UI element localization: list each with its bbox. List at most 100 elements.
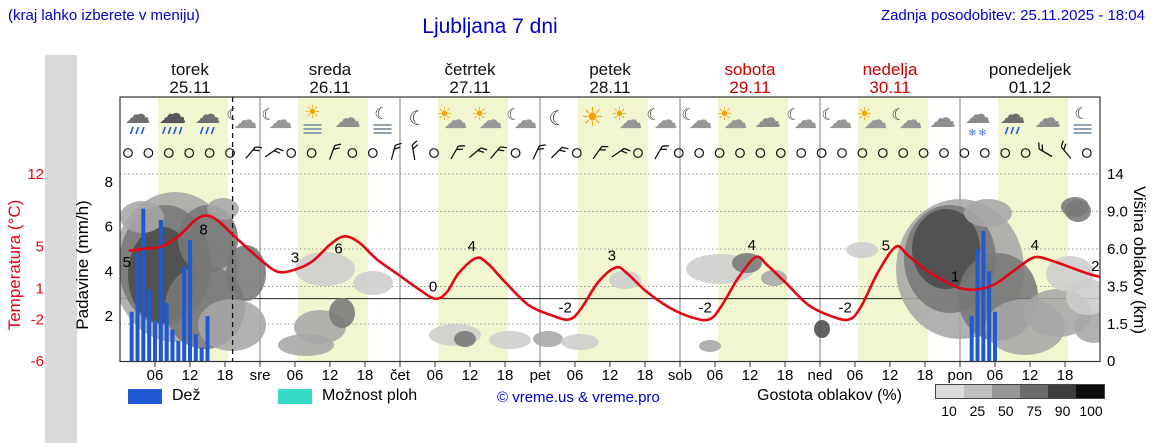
temp-axis-tick: 1 (36, 280, 44, 297)
cloud-area (846, 242, 878, 258)
temperature-label: 1 (951, 268, 959, 285)
cloud-area (814, 320, 830, 338)
temperature-label: 8 (199, 222, 207, 239)
temp-axis-tick: 5 (36, 239, 44, 256)
rain-bar (153, 320, 157, 361)
snowflake-icon: ❄ (968, 128, 976, 139)
cloud-icon: ☁ (724, 106, 748, 134)
day-name-label: torek (171, 60, 209, 79)
day-date-label: 26.11 (309, 78, 350, 97)
temperature-label: 6 (334, 240, 342, 257)
raindrop-icon (210, 126, 215, 135)
day-name-label: sreda (309, 60, 352, 79)
line (334, 143, 342, 147)
wind-calm-icon (306, 148, 317, 158)
x-axis-day-abbr: čet (390, 367, 411, 384)
cloud-area (329, 298, 355, 328)
line (561, 146, 569, 150)
line (480, 147, 488, 151)
location-hint-text: (kraj lahko izberete v meniju) (8, 7, 200, 24)
wind-barb-icon (611, 147, 631, 158)
wind-barb-icon (390, 142, 402, 160)
temperature-label: -2 (698, 299, 711, 316)
wind-calm-icon (510, 148, 521, 158)
temperature-label: 5 (882, 238, 890, 255)
wind-calm-icon (857, 148, 868, 158)
page-title: Ljubljana 7 dni (422, 15, 558, 38)
temperature-label: 4 (1031, 237, 1039, 254)
wind-calm-icon (918, 148, 929, 158)
wind-calm-icon (204, 148, 215, 158)
temperature-label: -2 (838, 299, 851, 316)
rain-cloud-icon: ☁ (159, 97, 187, 130)
x-axis-label: 12 (322, 367, 339, 384)
line (537, 147, 545, 151)
wind-barb-icon (532, 144, 546, 160)
wind-calm-icon (163, 148, 174, 158)
moon-icon: ☾ (374, 104, 388, 123)
wind-calm-icon (877, 148, 888, 158)
wind-calm-icon (673, 148, 684, 158)
cloud-area (1066, 279, 1100, 315)
line (611, 147, 625, 158)
day-date-label: 25.11 (169, 78, 210, 97)
temperature-label: -2 (558, 299, 571, 316)
x-axis-day-abbr: pet (530, 367, 552, 384)
wind-calm-icon (755, 148, 766, 158)
temperature-label: 5 (123, 254, 131, 271)
cloud-area (1061, 197, 1089, 217)
wind-calm-icon (225, 148, 235, 158)
line (532, 145, 540, 160)
wind-calm-icon (633, 148, 643, 158)
temperature-label: 0 (429, 279, 437, 296)
cloud-icon: ☁ (899, 106, 923, 134)
line (255, 146, 263, 149)
weather-icon-cloud: ☁ (334, 103, 361, 134)
cloud-area (207, 198, 239, 220)
line (497, 149, 505, 152)
cloud-area (1074, 311, 1100, 343)
line (450, 145, 459, 160)
x-axis-day-abbr: sre (250, 367, 271, 384)
line (252, 149, 260, 152)
cloud-area (533, 331, 563, 347)
cloud-icon: ☁ (794, 106, 818, 134)
line (490, 146, 501, 159)
line (245, 146, 257, 159)
precip-axis-tick: 8 (105, 174, 113, 191)
wind-calm-icon (143, 148, 154, 158)
weather-icon-fog-sun: ☀ (303, 102, 322, 134)
cloud-icon: ☁ (829, 106, 853, 134)
moon-icon: ☾ (261, 105, 275, 124)
wind-barb-icon (411, 140, 419, 161)
cloud-icon: ☁ (864, 106, 888, 134)
cloud-icon: ☁ (754, 103, 781, 134)
wind-barb-icon (1038, 142, 1053, 158)
cloud-area (454, 331, 476, 347)
sun-icon: ☀ (471, 104, 487, 125)
rain-bar (135, 253, 140, 361)
wind-calm-icon (429, 148, 439, 158)
wind-calm-icon (1020, 148, 1031, 158)
x-axis-day-abbr: pon (947, 367, 972, 384)
sun-icon: ☀ (611, 104, 627, 125)
cloud-density-scale-segment (992, 385, 1020, 398)
line (654, 145, 663, 160)
x-axis-label: 18 (917, 367, 934, 384)
cloud-axis-title: Višina oblakov (km) (1130, 186, 1149, 334)
line (662, 145, 669, 147)
x-axis-label: 18 (217, 367, 234, 384)
weather-icon-rain: ☁ (195, 100, 221, 135)
temp-axis-title: Temperatura (°C) (5, 200, 24, 331)
day-date-label: 28.11 (589, 78, 630, 97)
x-axis-label: 06 (567, 367, 584, 384)
cloud-area (912, 209, 980, 289)
weather-icon-moon: ☾ (409, 106, 427, 130)
x-axis-label: 06 (147, 367, 164, 384)
x-axis-label: 12 (742, 367, 759, 384)
moon-icon: ☾ (646, 105, 660, 124)
day-name-label: četrtek (444, 60, 496, 79)
weather-icon-cloud-moon: ☾☁ (646, 105, 677, 134)
x-axis-day-abbr: sob (668, 367, 692, 384)
cloud-icon: ☁ (444, 106, 468, 134)
